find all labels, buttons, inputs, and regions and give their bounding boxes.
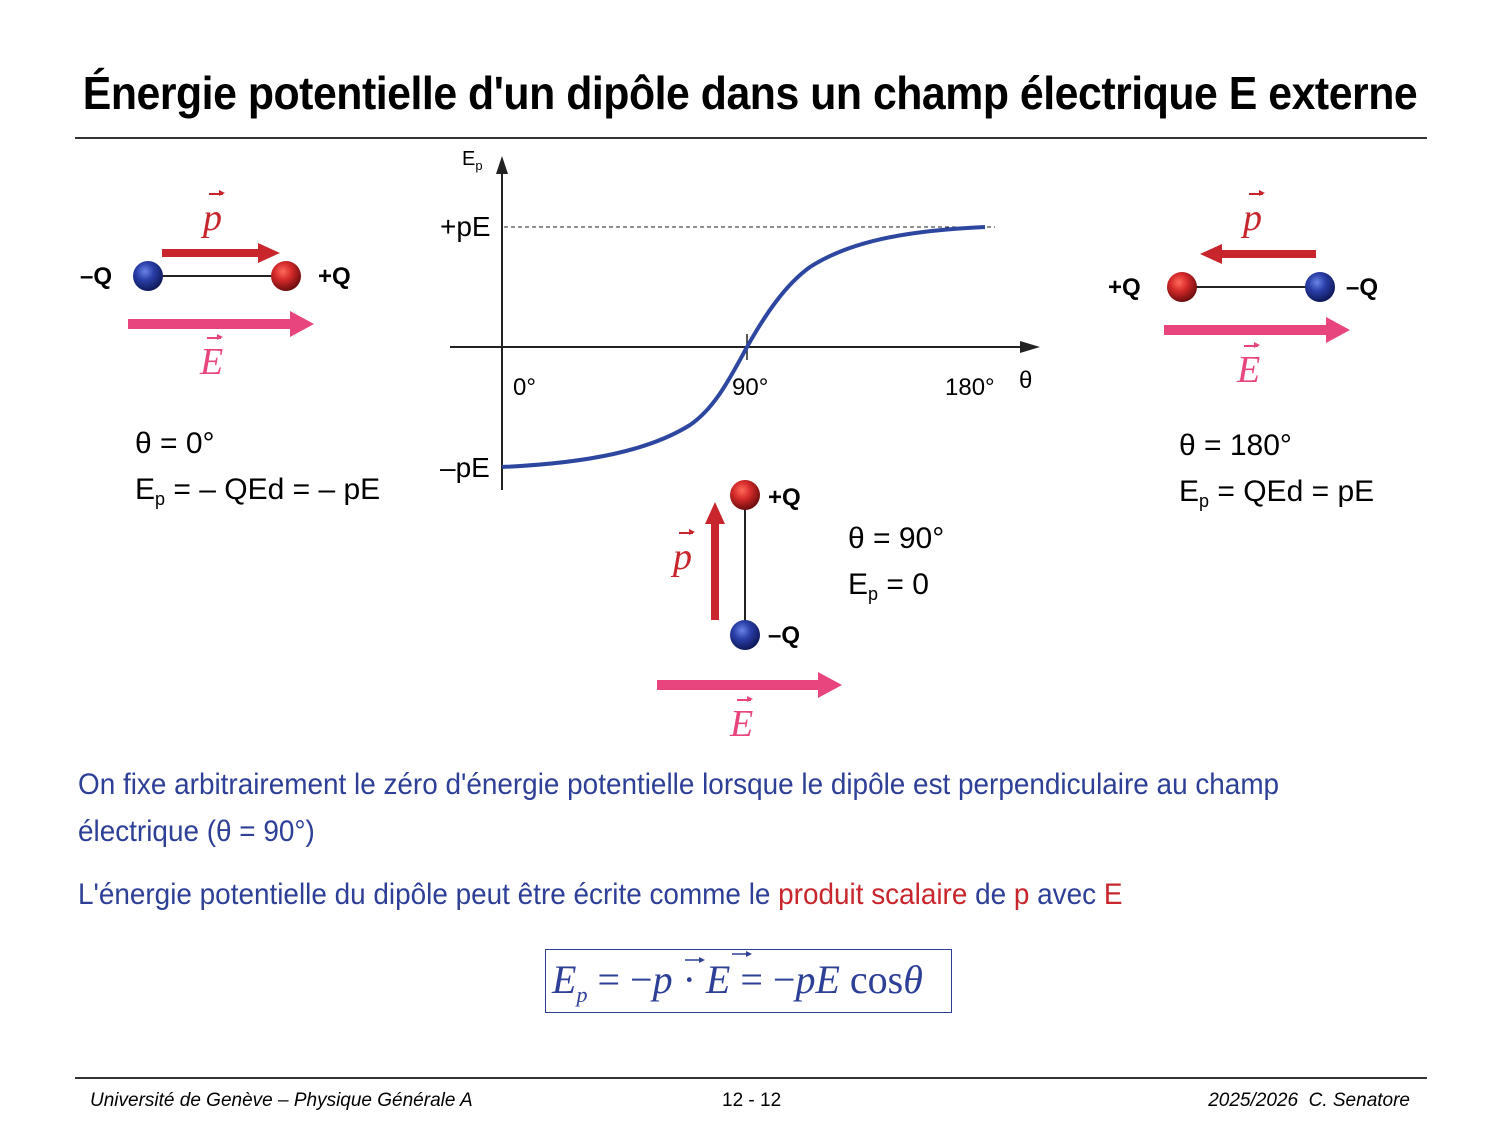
positive-charge-label: +Q xyxy=(768,484,801,511)
energy-formula: Ep = −p · E = −pE cosθ xyxy=(545,949,952,1013)
paragraph-zero-energy-line1: On fixe arbitrairement le zéro d'énergie… xyxy=(78,768,1280,801)
dipole-0-graphic xyxy=(128,243,314,337)
ep-180-text: Ep = QEd = pE xyxy=(1179,475,1375,511)
p-vector-label: p xyxy=(1243,190,1265,239)
ep-curve xyxy=(501,225,986,469)
positive-charge-icon xyxy=(271,261,301,291)
y-tick-minus-pe: –pE xyxy=(440,452,490,483)
y-tick-plus-pe: +pE xyxy=(440,211,491,242)
e-field-arrow-icon xyxy=(128,311,314,337)
paragraph-scalar-product: L'énergie potentielle du dipôle peut êtr… xyxy=(78,878,1123,911)
footer-year-author: 2025/2026 C. Senatore xyxy=(1208,1090,1410,1111)
negative-charge-icon xyxy=(730,620,760,650)
formula-vector-arrows-icon xyxy=(685,951,752,963)
ep-90-text: Ep = 0 xyxy=(848,568,929,604)
positive-charge-icon xyxy=(730,480,760,510)
p-arrow-icon xyxy=(1200,244,1316,264)
dipole-180-graphic xyxy=(1164,244,1350,343)
negative-charge-icon xyxy=(1305,272,1335,302)
positive-charge-label: +Q xyxy=(1108,274,1141,301)
energy-curve-chart xyxy=(450,156,1040,490)
y-axis-arrow-icon xyxy=(496,156,508,174)
footer-institution: Université de Genève – Physique Générale… xyxy=(90,1090,473,1111)
p-vector-label: p xyxy=(673,529,695,578)
e-vector-label: E xyxy=(730,696,754,745)
y-axis-label: Ep xyxy=(462,148,483,173)
title-divider xyxy=(75,137,1427,139)
slide-title: Énergie potentielle d'un dipôle dans un … xyxy=(82,67,1418,119)
x-tick-180: 180° xyxy=(945,374,995,401)
ep-0-text: Ep = – QEd = – pE xyxy=(135,473,381,509)
paragraph-zero-energy-line2: électrique (θ = 90°) xyxy=(78,815,315,848)
theta-180-text: θ = 180° xyxy=(1179,429,1292,462)
p-arrow-icon xyxy=(162,243,280,263)
footer-divider xyxy=(75,1077,1427,1079)
negative-charge-label: –Q xyxy=(1346,274,1379,301)
negative-charge-icon xyxy=(133,261,163,291)
x-axis-arrow-icon xyxy=(1020,341,1040,353)
theta-90-text: θ = 90° xyxy=(848,522,945,555)
e-field-arrow-icon xyxy=(657,672,842,698)
x-tick-90: 90° xyxy=(732,374,769,401)
positive-charge-label: +Q xyxy=(318,263,351,290)
positive-charge-icon xyxy=(1167,272,1197,302)
x-axis-label: θ xyxy=(1019,367,1033,394)
footer-page-number: 12 - 12 xyxy=(722,1090,782,1111)
x-tick-0: 0° xyxy=(513,374,536,401)
negative-charge-label: –Q xyxy=(80,263,113,290)
theta-0-text: θ = 0° xyxy=(135,427,215,460)
e-field-arrow-icon xyxy=(1164,317,1350,343)
p-arrow-icon xyxy=(705,502,725,620)
e-vector-label: E xyxy=(1237,342,1261,391)
negative-charge-label: –Q xyxy=(768,622,801,649)
p-vector-label: p xyxy=(203,190,225,239)
dipole-90-graphic xyxy=(657,480,842,698)
e-vector-label: E xyxy=(200,334,224,383)
